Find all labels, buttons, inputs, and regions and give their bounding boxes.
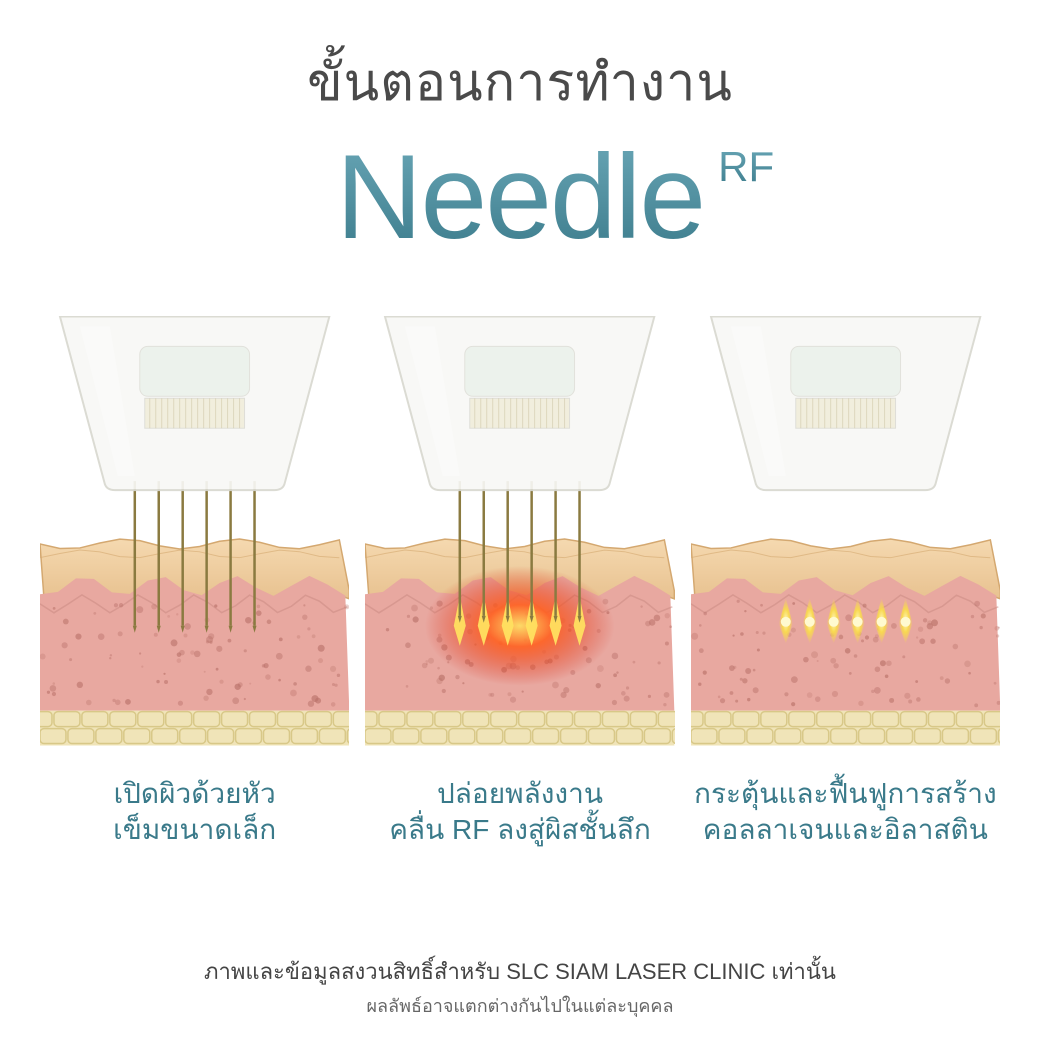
caption-2-line2: คลื่น RF ลงสู่ผิสชั้นลึก xyxy=(389,814,651,845)
footer-line2: ผลลัพธ์อาจแตกต่างกันไปในแต่ละบุคคล xyxy=(0,991,1040,1020)
footer-line1: ภาพและข้อมูลสงวนสิทธิ์สำหรับ SLC SIAM LA… xyxy=(0,954,1040,989)
caption-3-line2: คอลลาเจนและอิลาสติน xyxy=(703,814,988,845)
footer: ภาพและข้อมูลสงวนสิทธิ์สำหรับ SLC SIAM LA… xyxy=(0,954,1040,1020)
title-main-wrap: Needle RF xyxy=(336,128,704,266)
diagram-2 xyxy=(365,316,674,746)
title-thai: ขั้นตอนการทำงาน xyxy=(0,40,1040,123)
diagram-3 xyxy=(691,316,1000,746)
caption-1-line1: เปิดผิวด้วยหัว xyxy=(114,778,276,809)
step-3: กระตุ้นและฟื้นฟูการสร้าง คอลลาเจนและอิลา… xyxy=(691,316,1000,849)
caption-2-line1: ปล่อยพลังงาน xyxy=(437,778,603,809)
caption-3-line1: กระตุ้นและฟื้นฟูการสร้าง xyxy=(694,778,997,809)
diagram-1 xyxy=(40,316,349,746)
title-rf: RF xyxy=(718,143,774,191)
caption-1: เปิดผิวด้วยหัว เข็มขนาดเล็ก xyxy=(113,776,276,849)
caption-1-line2: เข็มขนาดเล็ก xyxy=(113,814,276,845)
step-1: เปิดผิวด้วยหัว เข็มขนาดเล็ก xyxy=(40,316,349,849)
caption-2: ปล่อยพลังงาน คลื่น RF ลงสู่ผิสชั้นลึก xyxy=(389,776,651,849)
caption-3: กระตุ้นและฟื้นฟูการสร้าง คอลลาเจนและอิลา… xyxy=(694,776,997,849)
header: ขั้นตอนการทำงาน Needle RF xyxy=(0,0,1040,266)
title-needle: Needle xyxy=(336,130,704,264)
step-2: ปล่อยพลังงาน คลื่น RF ลงสู่ผิสชั้นลึก xyxy=(365,316,674,849)
steps-row: เปิดผิวด้วยหัว เข็มขนาดเล็ก ปล่อยพลังงาน… xyxy=(0,316,1040,849)
